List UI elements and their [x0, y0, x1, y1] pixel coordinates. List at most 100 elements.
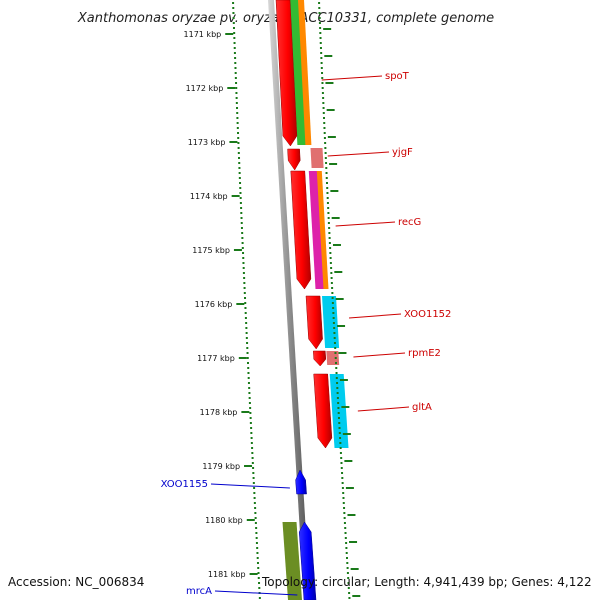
ruler-dot: [233, 37, 236, 39]
ruler-dot: [347, 577, 350, 579]
ruler-dot: [336, 387, 339, 389]
ruler-dot: [330, 267, 333, 269]
ruler-dot: [341, 477, 344, 479]
ruler-dot: [257, 572, 260, 574]
ruler-dot: [338, 422, 341, 424]
ruler-dot: [342, 497, 345, 499]
gene-arrow-mrca: [298, 521, 317, 600]
ruler-dot: [331, 297, 334, 299]
genome-summary: Topology: circular; Length: 4,941,439 bp…: [261, 575, 592, 589]
ruler-dot: [252, 472, 255, 474]
ruler-dash: [349, 541, 358, 543]
ruler-dash: [350, 568, 359, 570]
ruler-dot: [255, 537, 258, 539]
ruler-dot: [234, 67, 237, 69]
ruler-dot: [258, 597, 261, 599]
ruler-dot: [339, 447, 342, 449]
ruler-dot: [348, 597, 351, 599]
ruler-dot: [247, 372, 250, 374]
ruler-dot: [337, 417, 340, 419]
ruler-dot: [242, 252, 245, 254]
ruler-dot: [255, 532, 258, 534]
ruler-dot: [343, 507, 346, 509]
ruler-dot: [239, 202, 242, 204]
ruler-dot: [337, 407, 340, 409]
ruler-dot: [327, 222, 330, 224]
gene-labels: spoT yjgF recG XOO1152 rpmE2 gltA XOO1155 mrcA: [161, 71, 452, 597]
ruler-dot: [246, 347, 249, 349]
ruler-dot: [329, 262, 332, 264]
ruler-dot: [319, 47, 322, 49]
ruler-dot: [327, 207, 330, 209]
ruler-dot: [325, 177, 328, 179]
ruler-dot: [252, 482, 255, 484]
ruler-dot: [245, 337, 248, 339]
ruler-dot: [331, 302, 334, 304]
ruler-dot: [249, 412, 252, 414]
gene-connector: [357, 406, 410, 412]
gene-label-xoo1152: XOO1152: [404, 309, 451, 320]
ruler-dot: [344, 527, 347, 529]
ruler-dash: [325, 82, 334, 84]
ruler-dot: [247, 377, 250, 379]
ruler-dot: [241, 242, 244, 244]
ruler-dot: [244, 317, 247, 319]
category-band: [310, 148, 324, 168]
ruler-dot: [254, 512, 257, 514]
ruler-dot: [238, 167, 241, 169]
ruler-dot: [240, 222, 243, 224]
category-band: [290, 0, 306, 145]
ruler-dot: [334, 357, 337, 359]
ruler-dot: [236, 117, 239, 119]
ruler-tick-label: 1179 kbp: [202, 462, 240, 471]
ruler-dot: [331, 287, 334, 289]
ruler-dot: [343, 522, 346, 524]
ruler-dot: [345, 557, 348, 559]
ruler-dash: [352, 595, 361, 597]
ruler-dot: [328, 232, 331, 234]
ruler-dot: [245, 327, 248, 329]
ruler-dot: [232, 12, 235, 14]
ruler-dot: [255, 527, 258, 529]
ruler-dot: [244, 312, 247, 314]
ruler-dot: [333, 332, 336, 334]
ruler-tick-label: 1181 kbp: [208, 570, 246, 579]
ruler-dot: [233, 52, 236, 54]
gene-label-spot: spoT: [385, 71, 410, 82]
ruler-dot: [252, 477, 255, 479]
ruler-dot: [242, 267, 245, 269]
ruler-dot: [232, 22, 235, 24]
ruler-dot: [340, 457, 343, 459]
ruler-dot: [325, 162, 328, 164]
ruler-dot: [327, 217, 330, 219]
ruler-dot: [322, 112, 325, 114]
ruler-dash: [330, 190, 339, 192]
gene-arrow-yjgf: [287, 148, 301, 171]
ruler-dot: [239, 197, 242, 199]
ruler-dot: [345, 552, 348, 554]
ruler-dot: [332, 307, 335, 309]
ruler-dot: [330, 277, 333, 279]
ruler-dot: [319, 32, 322, 34]
ruler-dot: [322, 107, 325, 109]
ruler-tick-label: 1178 kbp: [200, 408, 238, 417]
ruler-dot: [239, 192, 242, 194]
ruler-dash: [335, 298, 344, 300]
ruler-dot: [233, 47, 236, 49]
ruler-dot: [246, 352, 249, 354]
ruler-dot: [253, 487, 256, 489]
ruler-dash: [324, 55, 333, 57]
ruler-dot: [239, 187, 242, 189]
ruler-dot: [240, 227, 243, 229]
ruler-dot: [332, 317, 335, 319]
ruler-dot: [235, 102, 238, 104]
ruler-dot: [242, 272, 245, 274]
ruler-dot: [243, 277, 246, 279]
ruler-dot: [341, 487, 344, 489]
gene-arrow-spot: [275, 0, 298, 147]
ruler-dot: [257, 567, 260, 569]
ruler-dot: [248, 397, 251, 399]
ruler-dash: [347, 514, 356, 516]
ruler-dot: [346, 572, 349, 574]
ruler-tick-label: 1176 kbp: [195, 300, 233, 309]
